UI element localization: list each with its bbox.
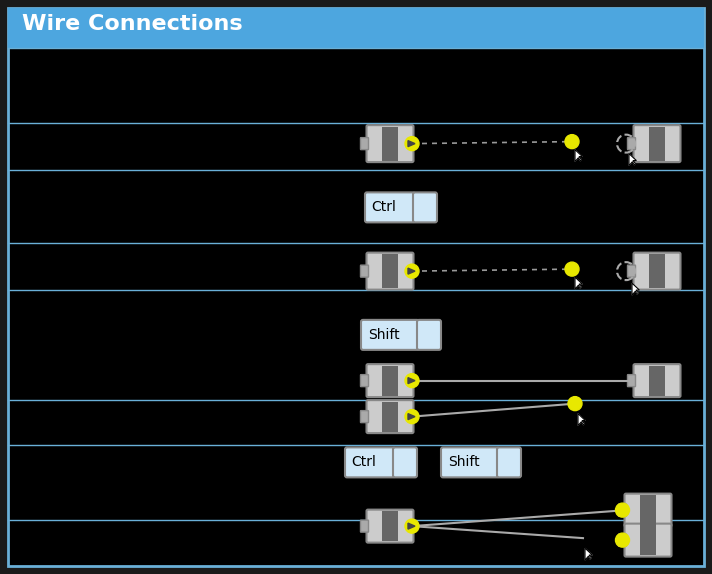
Bar bbox=[639, 495, 656, 525]
Text: Ctrl: Ctrl bbox=[372, 200, 397, 214]
Circle shape bbox=[565, 262, 579, 276]
Bar bbox=[382, 254, 398, 288]
FancyBboxPatch shape bbox=[367, 253, 414, 290]
Polygon shape bbox=[408, 378, 415, 383]
Bar bbox=[382, 366, 398, 395]
Circle shape bbox=[405, 264, 419, 278]
FancyBboxPatch shape bbox=[360, 138, 369, 150]
FancyBboxPatch shape bbox=[619, 504, 627, 516]
Polygon shape bbox=[575, 150, 582, 162]
FancyBboxPatch shape bbox=[360, 410, 369, 422]
FancyBboxPatch shape bbox=[360, 375, 369, 387]
Circle shape bbox=[565, 135, 579, 149]
FancyBboxPatch shape bbox=[634, 364, 681, 397]
Circle shape bbox=[405, 410, 419, 424]
FancyBboxPatch shape bbox=[345, 447, 395, 478]
Polygon shape bbox=[408, 268, 415, 274]
FancyBboxPatch shape bbox=[627, 265, 636, 277]
FancyBboxPatch shape bbox=[497, 447, 521, 478]
Polygon shape bbox=[578, 414, 585, 426]
Polygon shape bbox=[585, 548, 592, 560]
Text: Shift: Shift bbox=[448, 455, 480, 470]
Text: Wire Connections: Wire Connections bbox=[22, 14, 243, 34]
FancyBboxPatch shape bbox=[627, 138, 636, 150]
FancyBboxPatch shape bbox=[8, 8, 704, 48]
FancyBboxPatch shape bbox=[624, 494, 671, 526]
Circle shape bbox=[568, 397, 582, 410]
FancyBboxPatch shape bbox=[8, 8, 704, 566]
Polygon shape bbox=[408, 414, 415, 420]
FancyBboxPatch shape bbox=[367, 510, 414, 542]
FancyBboxPatch shape bbox=[441, 447, 499, 478]
FancyBboxPatch shape bbox=[634, 253, 681, 290]
Polygon shape bbox=[632, 283, 639, 295]
Polygon shape bbox=[629, 154, 637, 166]
Text: Shift: Shift bbox=[368, 328, 400, 342]
Circle shape bbox=[615, 533, 629, 547]
FancyBboxPatch shape bbox=[367, 400, 414, 433]
FancyBboxPatch shape bbox=[627, 375, 636, 387]
Polygon shape bbox=[575, 277, 582, 289]
FancyBboxPatch shape bbox=[365, 192, 415, 222]
Polygon shape bbox=[578, 414, 585, 426]
FancyBboxPatch shape bbox=[634, 125, 681, 162]
FancyBboxPatch shape bbox=[360, 520, 369, 532]
Polygon shape bbox=[632, 283, 639, 295]
FancyBboxPatch shape bbox=[360, 265, 369, 277]
Bar bbox=[649, 366, 665, 395]
Circle shape bbox=[405, 137, 419, 150]
FancyBboxPatch shape bbox=[367, 125, 414, 162]
Bar bbox=[649, 254, 665, 288]
Polygon shape bbox=[629, 154, 637, 166]
Bar bbox=[382, 511, 398, 541]
Polygon shape bbox=[575, 150, 582, 162]
Polygon shape bbox=[585, 548, 592, 560]
Bar bbox=[382, 402, 398, 432]
FancyBboxPatch shape bbox=[367, 364, 414, 397]
FancyBboxPatch shape bbox=[413, 192, 437, 222]
Bar bbox=[639, 525, 656, 555]
FancyBboxPatch shape bbox=[361, 320, 419, 350]
FancyBboxPatch shape bbox=[393, 447, 417, 478]
Polygon shape bbox=[575, 277, 582, 289]
Text: Ctrl: Ctrl bbox=[352, 455, 377, 470]
Polygon shape bbox=[408, 523, 415, 529]
Bar bbox=[382, 127, 398, 161]
FancyBboxPatch shape bbox=[619, 534, 627, 546]
FancyBboxPatch shape bbox=[417, 320, 441, 350]
FancyBboxPatch shape bbox=[624, 523, 671, 557]
Circle shape bbox=[405, 519, 419, 533]
Polygon shape bbox=[408, 141, 415, 146]
Circle shape bbox=[405, 374, 419, 387]
Bar bbox=[649, 127, 665, 161]
Circle shape bbox=[615, 503, 629, 517]
